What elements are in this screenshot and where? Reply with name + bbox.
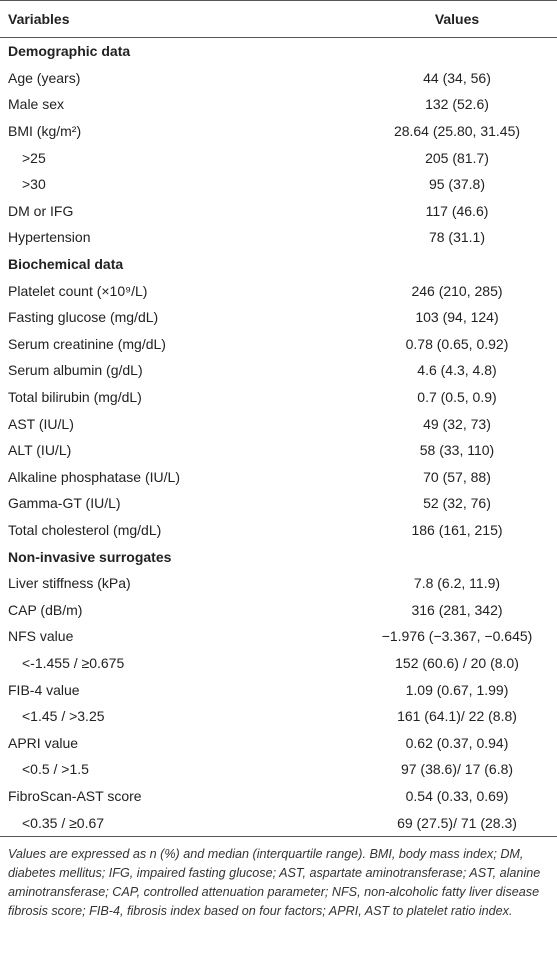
value-cell: 0.7 (0.5, 0.9): [417, 389, 497, 406]
table-row: Non-invasive surrogates: [0, 543, 557, 570]
table-row: CAP (dB/m) 316 (281, 342): [0, 596, 557, 623]
table-row: >30 95 (37.8): [0, 171, 557, 198]
header-cell: Variables: [0, 0, 357, 38]
table-row: Hypertension 78 (31.1): [0, 224, 557, 251]
table-row: Serum creatinine (mg/dL) 0.78 (0.65, 0.92…: [0, 331, 557, 358]
variable-cell: FIB-4 value: [8, 681, 80, 698]
value-cell: −1.976 (−3.367, −0.645): [381, 628, 533, 645]
value-cell: 161 (64.1)/ 22 (8.8): [397, 708, 517, 725]
variable-cell: <1.45 / >3.25: [22, 708, 105, 725]
variable-cell: Platelet count (×10⁹/L): [8, 282, 148, 299]
value-cell: 117 (46.6): [425, 202, 489, 219]
header-cell: Values: [357, 0, 557, 38]
table-body: Demographic data Age (years) 44 (34, 56) Ma…: [0, 38, 557, 837]
table-row: <0.5 / >1.5 97 (38.6)/ 17 (6.8): [0, 756, 557, 783]
value-cell: 205 (81.7): [425, 149, 489, 166]
variable-cell: BMI (kg/m²): [8, 123, 82, 140]
data-table: Variables Values Demographic data Age (ye…: [0, 0, 557, 837]
value-cell: 49 (32, 73): [423, 415, 491, 432]
value-cell: [357, 543, 557, 570]
value-cell: 186 (161, 215): [411, 521, 503, 538]
table-row: Liver stiffness (kPa) 7.8 (6.2, 11.9): [0, 570, 557, 597]
value-cell: [357, 251, 557, 278]
value-cell: 316 (281, 342): [411, 601, 503, 618]
value-cell: 152 (60.6) / 20 (8.0): [395, 654, 519, 671]
table-row: FibroScan-AST score 0.54 (0.33, 0.69): [0, 783, 557, 810]
variable-cell: <-1.455 / ≥0.675: [22, 654, 125, 671]
value-cell: 69 (27.5)/ 71 (28.3): [357, 809, 557, 837]
value-cell: 246 (210, 285): [411, 282, 503, 299]
variable-cell: <0.5 / >1.5: [22, 761, 89, 778]
table-row: ALT (IU/L) 58 (33, 110): [0, 437, 557, 464]
variable-cell: >30: [22, 176, 46, 193]
value-cell: 78 (31.1): [428, 229, 486, 246]
table-row: DM or IFG 117 (46.6): [0, 198, 557, 225]
table-row: APRI value 0.62 (0.37, 0.94): [0, 729, 557, 756]
variable-cell: Total bilirubin (mg/dL): [8, 389, 142, 406]
table-row: AST (IU/L) 49 (32, 73): [0, 410, 557, 437]
value-cell: 1.09 (0.67, 1.99): [405, 681, 509, 698]
table-row: <1.45 / >3.25 161 (64.1)/ 22 (8.8): [0, 703, 557, 730]
value-cell: 0.54 (0.33, 0.69): [405, 787, 509, 804]
value-cell: 28.64 (25.80, 31.45): [393, 123, 521, 140]
table-row: Male sex 132 (52.6): [0, 91, 557, 118]
value-cell: 132 (52.6): [425, 96, 489, 113]
value-cell: 4.6 (4.3, 4.8): [417, 362, 497, 379]
variable-cell: Serum creatinine (mg/dL): [8, 335, 166, 352]
table-row: >25 205 (81.7): [0, 144, 557, 171]
table-row: Biochemical data: [0, 251, 557, 278]
variable-cell: CAP (dB/m): [8, 601, 83, 618]
table-row: Serum albumin (g/dL) 4.6 (4.3, 4.8): [0, 357, 557, 384]
variable-cell: APRI value: [8, 734, 79, 751]
value-cell: 0.78 (0.65, 0.92): [405, 335, 509, 352]
value-cell: 0.62 (0.37, 0.94): [405, 734, 509, 751]
variable-cell: Alkaline phosphatase (IU/L): [8, 468, 180, 485]
table-row: NFS value −1.976 (−3.367, −0.645): [0, 623, 557, 650]
table-row: Age (years) 44 (34, 56): [0, 65, 557, 92]
table-row: Gamma-GT (IU/L) 52 (32, 76): [0, 490, 557, 517]
section-label: Biochemical data: [8, 256, 124, 273]
table-row: FIB-4 value 1.09 (0.67, 1.99): [0, 676, 557, 703]
table-row: Fasting glucose (mg/dL) 103 (94, 124): [0, 304, 557, 331]
table-row: Alkaline phosphatase (IU/L) 70 (57, 88): [0, 464, 557, 491]
variable-cell: FibroScan-AST score: [8, 787, 142, 804]
table-row: <0.35 / ≥0.67 69 (27.5)/ 71 (28.3): [0, 809, 557, 837]
variable-cell: Male sex: [8, 96, 65, 113]
variable-cell: DM or IFG: [8, 202, 74, 219]
variable-cell: Serum albumin (g/dL): [8, 362, 143, 379]
table-row: <-1.455 / ≥0.675 152 (60.6) / 20 (8.0): [0, 650, 557, 677]
variable-cell: Liver stiffness (kPa): [8, 575, 131, 592]
value-cell: 44 (34, 56): [423, 69, 491, 86]
section-label: Non-invasive surrogates: [8, 548, 172, 565]
footnote: Values are expressed as n (%) and median…: [8, 846, 541, 918]
header-row: Variables Values: [0, 0, 557, 38]
value-cell: 52 (32, 76): [423, 495, 491, 512]
variable-cell: NFS value: [8, 628, 74, 645]
variable-cell: ALT (IU/L): [8, 442, 72, 459]
variable-cell: AST (IU/L): [8, 415, 74, 432]
variable-cell: Gamma-GT (IU/L): [8, 495, 121, 512]
variable-cell: Fasting glucose (mg/dL): [8, 309, 159, 326]
value-cell: 103 (94, 124): [415, 309, 499, 326]
value-cell: 70 (57, 88): [423, 468, 491, 485]
variable-cell: <0.35 / ≥0.67: [0, 809, 357, 837]
table-row: Platelet count (×10⁹/L) 246 (210, 285): [0, 277, 557, 304]
table-row: Total bilirubin (mg/dL) 0.7 (0.5, 0.9): [0, 384, 557, 411]
value-cell: 97 (38.6)/ 17 (6.8): [400, 761, 514, 778]
variable-cell: Total cholesterol (mg/dL): [8, 521, 162, 538]
variable-cell: >25: [22, 149, 46, 166]
variable-cell: Hypertension: [8, 229, 91, 246]
value-cell: 58 (33, 110): [419, 442, 495, 459]
value-cell: 95 (37.8): [428, 176, 486, 193]
table-row: Total cholesterol (mg/dL) 186 (161, 215): [0, 517, 557, 544]
value-cell: 7.8 (6.2, 11.9): [413, 575, 501, 592]
section-label: Demographic data: [8, 43, 131, 60]
table-row: BMI (kg/m²) 28.64 (25.80, 31.45): [0, 118, 557, 145]
value-cell: [357, 38, 557, 65]
table-row: Demographic data: [0, 38, 557, 65]
variable-cell: Age (years): [8, 69, 81, 86]
